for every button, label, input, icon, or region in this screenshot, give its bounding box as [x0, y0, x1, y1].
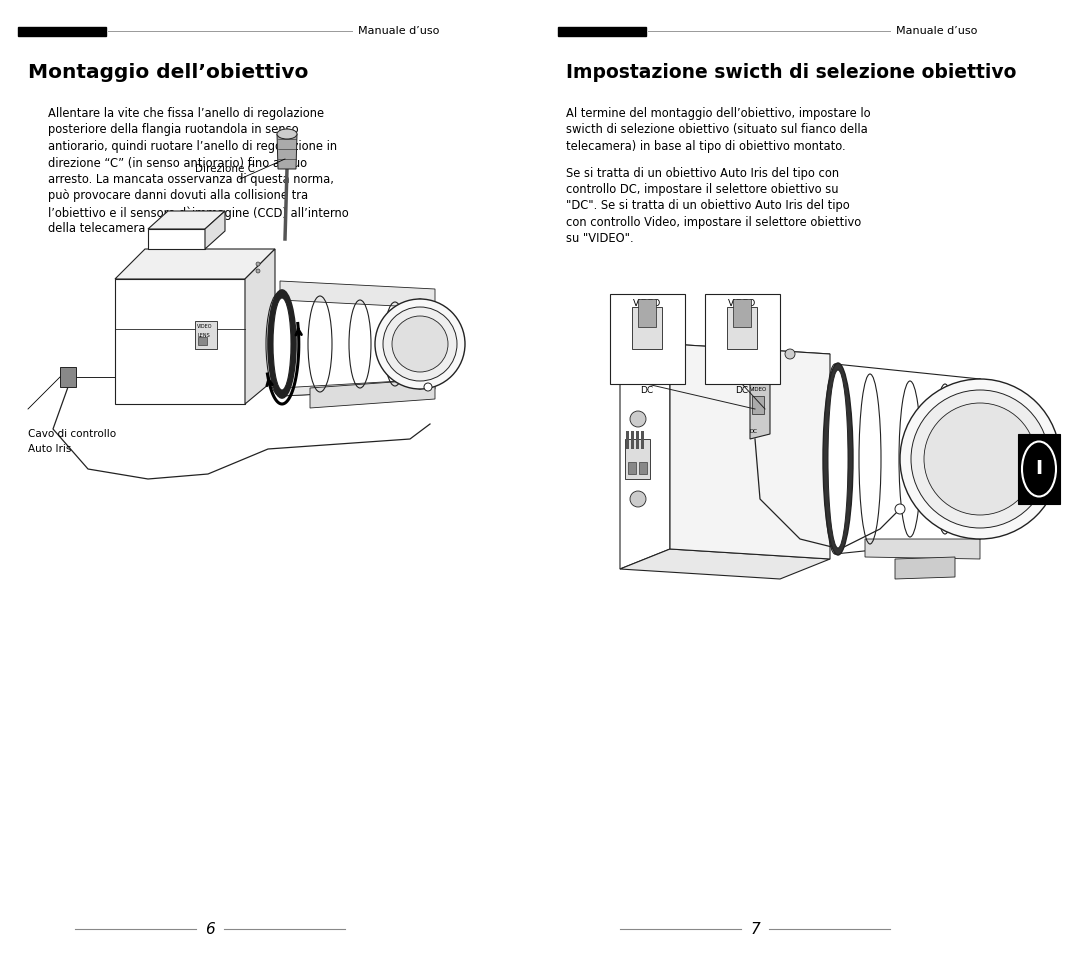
Polygon shape: [148, 211, 225, 229]
Text: telecamera) in base al tipo di obiettivo montato.: telecamera) in base al tipo di obiettivo…: [566, 140, 846, 153]
Bar: [18, 27, 106, 35]
Bar: [636, 431, 639, 449]
Polygon shape: [750, 379, 770, 439]
Ellipse shape: [924, 403, 1036, 515]
Circle shape: [630, 411, 646, 427]
Circle shape: [785, 349, 795, 359]
Bar: [558, 27, 646, 35]
Bar: [60, 367, 76, 387]
Bar: [632, 307, 662, 349]
Circle shape: [895, 504, 905, 514]
Ellipse shape: [383, 307, 457, 381]
Text: posteriore della flangia ruotandola in senso: posteriore della flangia ruotandola in s…: [48, 124, 299, 136]
Text: Manuale d’uso: Manuale d’uso: [896, 26, 977, 36]
Ellipse shape: [900, 379, 1059, 539]
Circle shape: [256, 269, 260, 273]
Text: 6: 6: [205, 922, 215, 937]
Bar: [639, 462, 647, 474]
Ellipse shape: [268, 290, 296, 398]
Text: "DC". Se si tratta di un obiettivo Auto Iris del tipo: "DC". Se si tratta di un obiettivo Auto …: [566, 199, 850, 213]
Polygon shape: [310, 379, 435, 408]
Bar: [638, 299, 656, 327]
Polygon shape: [245, 249, 275, 404]
Text: Allentare la vite che fissa l’anello di regolazione: Allentare la vite che fissa l’anello di …: [48, 107, 324, 120]
Polygon shape: [280, 379, 435, 396]
Bar: [610, 294, 685, 384]
Text: I: I: [1036, 459, 1042, 479]
Text: l’obiettivo e il sensore d`immagine (CCD) all’interno: l’obiettivo e il sensore d`immagine (CCD…: [48, 206, 349, 220]
Bar: [1018, 434, 1059, 504]
Text: con controllo Video, impostare il selettore obiettivo: con controllo Video, impostare il selett…: [566, 216, 861, 229]
Text: su "VIDEO".: su "VIDEO".: [566, 232, 634, 246]
Polygon shape: [620, 549, 831, 579]
Bar: [631, 431, 634, 449]
Text: Impostazione swicth di selezione obiettivo: Impostazione swicth di selezione obietti…: [566, 63, 1016, 82]
Bar: [752, 396, 764, 414]
Polygon shape: [114, 249, 275, 279]
Ellipse shape: [276, 129, 297, 139]
Polygon shape: [865, 539, 980, 559]
Text: 7: 7: [751, 922, 760, 937]
Text: Al termine del montaggio dell’obiettivo, impostare lo: Al termine del montaggio dell’obiettivo,…: [566, 107, 870, 120]
Bar: [705, 294, 780, 384]
Text: LENS: LENS: [197, 333, 210, 338]
Bar: [627, 462, 636, 474]
Bar: [642, 431, 644, 449]
Ellipse shape: [823, 363, 853, 555]
Ellipse shape: [273, 298, 291, 390]
Polygon shape: [276, 134, 297, 169]
Text: antiorario, quindi ruotare l’anello di regolazione in: antiorario, quindi ruotare l’anello di r…: [48, 140, 337, 153]
Ellipse shape: [912, 390, 1049, 528]
Text: della telecamera .: della telecamera .: [48, 222, 152, 236]
Bar: [198, 337, 207, 345]
Text: Cavo di controllo: Cavo di controllo: [28, 429, 117, 439]
Polygon shape: [620, 344, 670, 569]
Text: direzione “C” (in senso antiorario) fino al suo: direzione “C” (in senso antiorario) fino…: [48, 156, 307, 170]
Text: VIDEO: VIDEO: [750, 387, 767, 392]
Text: Montaggio dell’obiettivo: Montaggio dell’obiettivo: [28, 63, 309, 82]
Polygon shape: [205, 211, 225, 249]
Text: Se si tratta di un obiettivo Auto Iris del tipo con: Se si tratta di un obiettivo Auto Iris d…: [566, 167, 839, 179]
Polygon shape: [280, 281, 435, 308]
Ellipse shape: [828, 370, 848, 548]
Bar: [195, 321, 217, 349]
Text: controllo DC, impostare il selettore obiettivo su: controllo DC, impostare il selettore obi…: [566, 183, 838, 196]
Circle shape: [256, 262, 260, 266]
Circle shape: [630, 491, 646, 507]
Text: Manuale d’uso: Manuale d’uso: [357, 26, 440, 36]
Bar: [733, 299, 751, 327]
Bar: [625, 439, 650, 479]
Bar: [626, 431, 629, 449]
Text: DC: DC: [640, 386, 653, 395]
Polygon shape: [670, 344, 831, 559]
Text: Auto Iris: Auto Iris: [28, 444, 71, 454]
Polygon shape: [114, 279, 245, 404]
Text: Direzione C: Direzione C: [195, 164, 255, 174]
Polygon shape: [895, 557, 955, 579]
Text: swicth di selezione obiettivo (situato sul fianco della: swicth di selezione obiettivo (situato s…: [566, 124, 867, 136]
Text: DC: DC: [735, 386, 748, 395]
Text: VIDEO: VIDEO: [197, 324, 213, 329]
Polygon shape: [148, 229, 205, 249]
Text: può provocare danni dovuti alla collisione tra: può provocare danni dovuti alla collisio…: [48, 190, 308, 202]
Polygon shape: [280, 292, 420, 396]
Text: arresto. La mancata osservanza di questa norma,: arresto. La mancata osservanza di questa…: [48, 173, 334, 186]
Circle shape: [424, 383, 432, 391]
Text: VIDEO: VIDEO: [633, 299, 661, 308]
Ellipse shape: [375, 299, 465, 389]
Ellipse shape: [392, 316, 448, 372]
Bar: [727, 307, 757, 349]
Text: DC: DC: [750, 429, 758, 434]
Polygon shape: [835, 364, 980, 554]
Text: VIDEO: VIDEO: [728, 299, 756, 308]
Polygon shape: [620, 344, 831, 374]
